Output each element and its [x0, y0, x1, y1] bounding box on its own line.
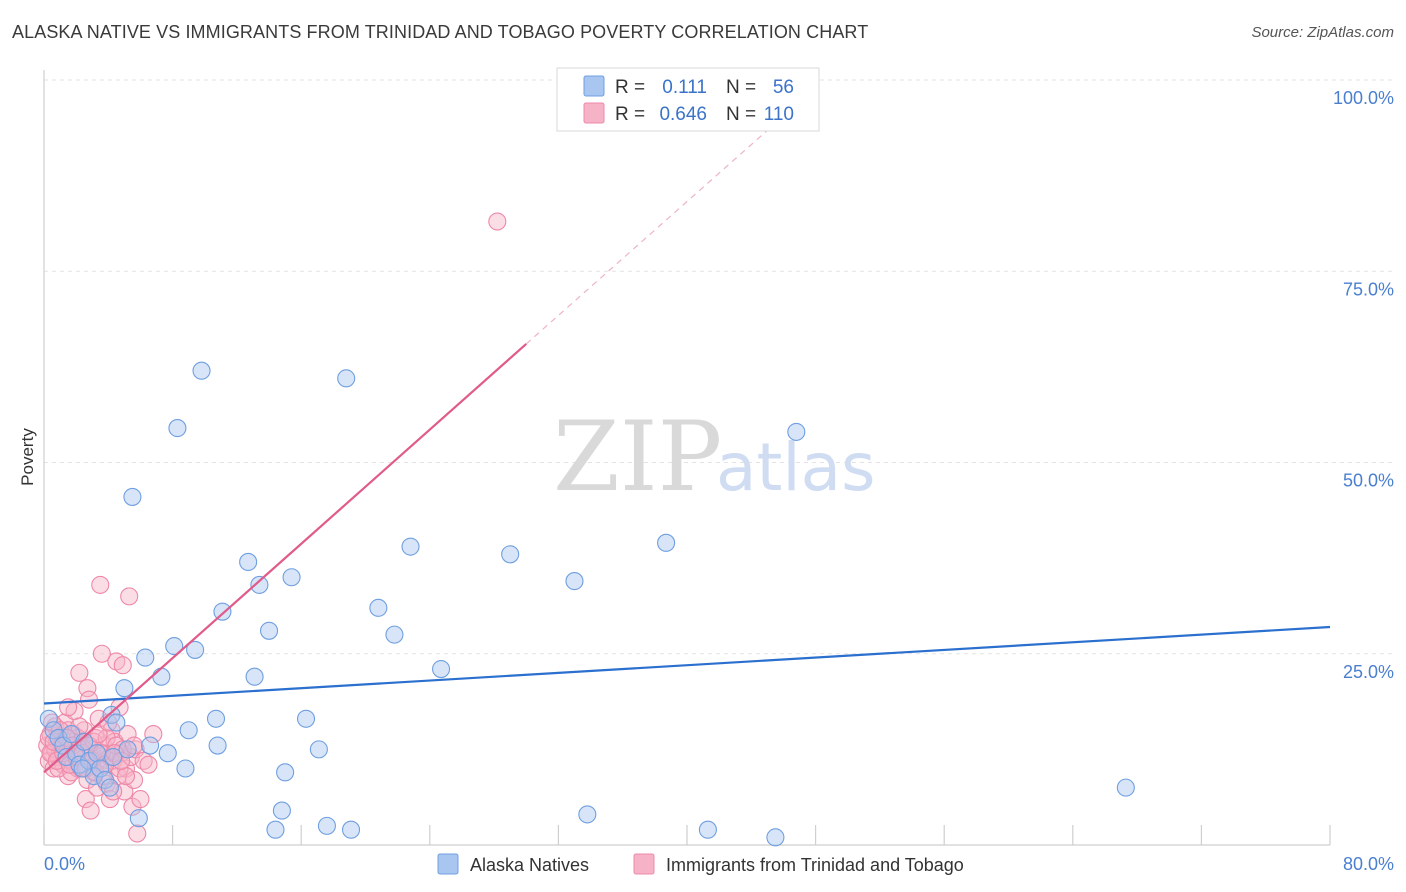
- legend-r-label-pink: R =: [615, 104, 645, 125]
- alaska-natives-point: [118, 740, 137, 759]
- alaska-natives-point: [369, 598, 388, 617]
- alaska-natives-point: [206, 709, 226, 728]
- alaska-natives-point: [208, 736, 227, 755]
- alaska-natives-point: [73, 759, 92, 778]
- alaska-natives-point: [1116, 778, 1135, 797]
- alaska-natives-point: [309, 740, 328, 759]
- alaska-natives-point: [250, 575, 269, 594]
- alaska-natives-point: [276, 763, 295, 782]
- alaska-natives-point: [87, 744, 107, 763]
- y-tick-label-25: 25.0%: [1343, 662, 1394, 682]
- watermark-zip: ZIP: [553, 401, 722, 513]
- alaska-natives-point: [39, 709, 58, 728]
- legend-n-value-pink: 110: [764, 104, 794, 125]
- trinidad-tobago-point: [91, 575, 110, 594]
- alaska-natives-point: [186, 640, 205, 659]
- alaska-natives-point: [432, 659, 451, 679]
- alaska-natives-point: [192, 361, 211, 380]
- alaska-natives-point: [107, 713, 126, 732]
- y-tick-label-50: 50.0%: [1343, 471, 1394, 491]
- alaska-natives-point: [245, 667, 264, 686]
- x-tick-label-min: 0.0%: [44, 854, 85, 874]
- alaska-natives-point: [91, 759, 110, 778]
- y-tick-label-100: 100.0%: [1333, 88, 1394, 108]
- trinidad-tobago-point: [78, 679, 97, 698]
- x-tick-label-max: 80.0%: [1343, 854, 1394, 874]
- legend-swatch-pink: [583, 102, 605, 124]
- trinidad-tobago-point: [131, 790, 150, 809]
- alaska-natives-point: [578, 805, 597, 824]
- trinidad-tobago-point: [51, 721, 70, 740]
- alaska-natives-point: [75, 732, 94, 751]
- alaska-natives-point: [100, 778, 119, 797]
- trinidad-tobago-point: [144, 725, 163, 744]
- alaska-natives-point: [787, 422, 806, 441]
- legend-n-value-blue: 56: [773, 77, 794, 98]
- alaska-natives-point: [401, 537, 420, 556]
- y-tick-label-75: 75.0%: [1343, 279, 1394, 299]
- alaska-natives-point: [136, 648, 155, 667]
- trinidad-tobago-point: [92, 644, 111, 663]
- trinidad-tobago-point: [76, 790, 95, 809]
- alaska-natives-point: [179, 721, 198, 740]
- legend-r-value-blue: 0.111: [662, 77, 707, 98]
- trend-line-trinidad-tobago: [43, 343, 527, 774]
- y-tick-labels: 25.0% 50.0% 75.0% 100.0%: [1333, 88, 1394, 682]
- series-immigrants-trinidad-tobago: [38, 212, 507, 843]
- watermark-atlas: atlas: [716, 429, 876, 506]
- alaska-natives-point: [565, 572, 584, 591]
- bottom-legend-label-blue: Alaska Natives: [470, 855, 589, 875]
- trinidad-tobago-point: [70, 663, 89, 682]
- alaska-natives-point: [266, 820, 285, 839]
- alaska-natives-point: [176, 759, 195, 778]
- source-label: Source: ZipAtlas.com: [1251, 24, 1394, 41]
- alaska-natives-point: [282, 568, 301, 587]
- alaska-natives-point: [115, 679, 134, 698]
- bottom-legend: Alaska Natives Immigrants from Trinidad …: [437, 853, 964, 875]
- x-tick-marks: [43, 825, 1331, 845]
- alaska-natives-point: [296, 709, 316, 728]
- trinidad-tobago-point: [81, 801, 100, 820]
- alaska-natives-point: [698, 820, 717, 839]
- alaska-natives-point: [104, 747, 123, 767]
- legend-n-label-blue: N =: [726, 77, 756, 98]
- alaska-natives-point: [158, 744, 177, 763]
- legend-r-value-pink: 0.646: [659, 104, 707, 125]
- trinidad-tobago-point: [113, 656, 132, 675]
- alaska-natives-point: [152, 667, 171, 686]
- alaska-natives-point: [657, 533, 676, 552]
- alaska-natives-point: [239, 552, 258, 572]
- legend-n-label-pink: N =: [726, 104, 756, 125]
- alaska-natives-point: [123, 487, 142, 506]
- alaska-natives-point: [385, 625, 404, 644]
- correlation-legend: R = 0.111 N = 56 R = 0.646 N = 110: [556, 67, 820, 132]
- legend-r-label-blue: R =: [615, 77, 645, 98]
- alaska-natives-point: [501, 545, 520, 564]
- alaska-natives-point: [141, 736, 160, 755]
- y-axis-label: Poverty: [18, 428, 37, 486]
- trend-line-alaska-natives: [43, 625, 1331, 705]
- bottom-legend-label-pink: Immigrants from Trinidad and Tobago: [666, 855, 964, 875]
- trinidad-tobago-point: [488, 212, 507, 231]
- series-alaska-natives: [39, 361, 1135, 847]
- legend-swatch-blue: [583, 75, 605, 97]
- alaska-natives-point: [766, 828, 785, 847]
- alaska-natives-point: [129, 809, 148, 828]
- alaska-natives-point: [272, 801, 291, 820]
- alaska-natives-point: [168, 419, 187, 438]
- chart-title: ALASKA NATIVE VS IMMIGRANTS FROM TRINIDA…: [12, 22, 869, 42]
- trinidad-tobago-point: [116, 767, 136, 786]
- alaska-natives-point: [213, 602, 232, 621]
- alaska-natives-point: [341, 820, 361, 839]
- trinidad-tobago-point: [120, 587, 139, 606]
- alaska-natives-point: [165, 637, 184, 656]
- bottom-legend-swatch-pink: [633, 853, 655, 875]
- alaska-natives-point: [317, 816, 336, 835]
- alaska-natives-point: [337, 369, 356, 388]
- trinidad-tobago-point: [139, 755, 158, 774]
- alaska-natives-point: [259, 621, 279, 640]
- bottom-legend-swatch-blue: [437, 853, 459, 875]
- trinidad-tobago-point: [128, 824, 147, 843]
